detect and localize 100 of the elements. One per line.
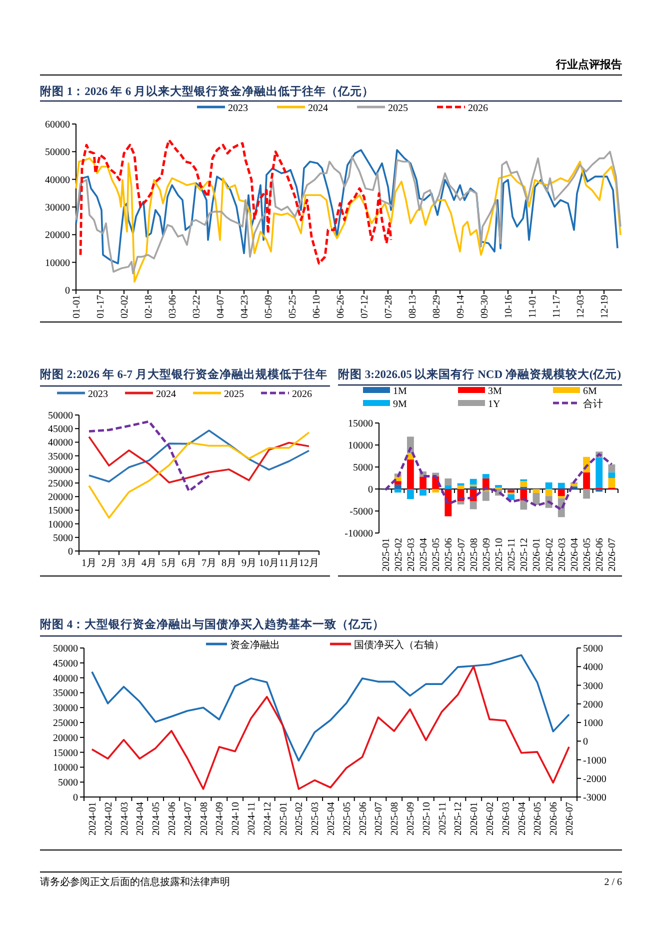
y-tick-label: 10000 [45, 258, 70, 269]
bar [432, 489, 440, 493]
bar [596, 457, 603, 488]
x-tick-label: 2025-08 [468, 538, 480, 572]
y-tick-label: 10000 [48, 519, 73, 530]
y-tick-label: 50000 [48, 410, 73, 422]
x-tick-label: 03-06 [168, 295, 178, 318]
y-tick-label: 10000 [348, 440, 373, 452]
x-tick-label: 2026-05 [582, 538, 594, 572]
bar [558, 482, 565, 488]
x-tick-label: 2025-01 [380, 538, 392, 572]
x-tick-label: 2025-04 [418, 538, 430, 572]
bar [394, 489, 402, 493]
x-tick-label: 2026-01 [469, 802, 480, 836]
legend-label: 1Y [488, 399, 500, 410]
x-tick-label: 2026-03 [500, 802, 512, 836]
bar [608, 478, 616, 488]
y-tick-label: 50000 [45, 147, 70, 158]
bar [596, 489, 603, 492]
x-tick-label: 2026-03 [556, 538, 568, 572]
chart-title: 附图 3:2026.05 以来国有行 NCD 净融资规模较大(亿元) [338, 367, 622, 381]
x-tick-label: 2024-05 [151, 802, 162, 836]
bar [457, 501, 464, 504]
x-tick-label: 2026-07 [564, 802, 576, 836]
legend-label: 2025 [224, 389, 244, 400]
x-tick-label: 04-07 [216, 295, 226, 318]
bar [420, 489, 426, 496]
y-tick-label: 15000 [48, 506, 73, 517]
text: 请务必参阅正文后面的信息披露和法律声明 [40, 876, 230, 888]
x-tick-label: 05-25 [288, 295, 298, 318]
legend-label: 国债净买入（右轴） [354, 639, 444, 651]
x-tick-label: 2026-06 [548, 802, 560, 836]
x-tick-label: 04-23 [240, 295, 250, 318]
y-tick-label: 40000 [45, 174, 70, 186]
x-tick-label: 07-12 [360, 295, 370, 318]
bar [608, 472, 616, 478]
x-tick-label: 2025-03 [406, 538, 417, 572]
x-tick-label: 03-22 [192, 295, 202, 318]
bar [608, 464, 616, 472]
bar [420, 476, 426, 489]
bar [545, 482, 552, 489]
y-tick-label: 0 [73, 792, 78, 804]
legend-label: 6M [583, 386, 597, 397]
chart-title: 附图 2:2026 年 6-7 月大型银行资金净融出规模低于往年 [40, 367, 328, 381]
x-tick-label: 11-17 [552, 295, 562, 318]
x-tick-label: 2026-04 [516, 802, 528, 836]
legend-label: 3M [488, 386, 502, 397]
x-tick-label: 7月 [202, 558, 216, 569]
x-tick-label: 06-10 [312, 295, 322, 318]
y2-tick-label: 4000 [583, 662, 603, 674]
line-series [88, 432, 310, 519]
bar [470, 478, 477, 485]
bar [444, 478, 452, 486]
x-tick-label: 2024-12 [262, 802, 274, 836]
x-tick-label: 2025-06 [358, 802, 369, 836]
x-tick-label: 2025-12 [453, 802, 464, 836]
bar [520, 500, 528, 510]
bar [532, 489, 540, 493]
x-tick-label: 2025-05 [342, 802, 353, 836]
bar [482, 491, 490, 501]
y2-tick-label: 0 [583, 736, 588, 748]
x-tick-label: 2025-10 [421, 802, 432, 836]
y-tick-label: 5000 [58, 778, 78, 789]
bar [406, 489, 414, 500]
bar [508, 490, 515, 493]
y-tick-label: 0 [68, 546, 73, 558]
x-tick-label: 2024-08 [198, 802, 210, 836]
bar [583, 472, 590, 489]
x-tick-label: 08-29 [432, 295, 442, 318]
x-tick-label: 2024-10 [230, 802, 242, 836]
x-tick-label: 2024-01 [87, 802, 98, 836]
x-tick-label: 5月 [162, 558, 176, 569]
x-tick-label: 2025-01 [278, 802, 290, 836]
bar [444, 489, 452, 516]
y2-tick-label: -2000 [583, 774, 606, 785]
x-tick-label: 2025-05 [431, 538, 442, 572]
legend-label: 2025 [388, 103, 408, 114]
x-tick-label: 01-01 [72, 295, 82, 318]
x-tick-label: 12-03 [576, 295, 586, 318]
y-tick-label: 25000 [48, 478, 73, 490]
x-tick-label: 2025-11 [437, 802, 448, 835]
y-tick-label: 5000 [53, 532, 73, 544]
line-series [88, 420, 210, 492]
bar [444, 485, 452, 489]
legend-label: 2026 [292, 389, 312, 400]
x-tick-label: 2025-07 [456, 538, 468, 572]
legend-label: 9M [393, 399, 407, 410]
y-tick-label: 20000 [48, 492, 73, 504]
line-series [384, 446, 613, 511]
y2-tick-label: 5000 [583, 644, 603, 654]
line-series [91, 654, 570, 762]
y-tick-label: 20000 [45, 230, 70, 242]
x-tick-label: 2025-08 [390, 802, 401, 836]
y-tick-label: 30000 [45, 202, 70, 214]
legend-label: 2024 [308, 103, 328, 114]
bar [545, 489, 552, 496]
x-tick-label: 10-16 [504, 295, 514, 318]
legend-label: 合计 [583, 398, 603, 410]
x-tick-label: 2024-06 [166, 802, 178, 836]
legend-label: 2024 [156, 389, 176, 400]
